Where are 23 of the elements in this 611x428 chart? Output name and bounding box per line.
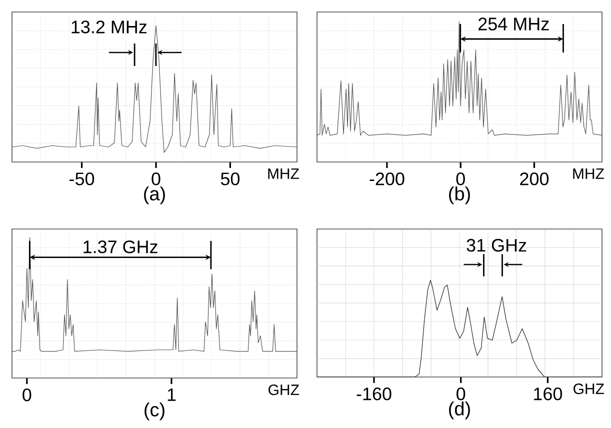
annotation: 1.37 GHz	[84, 240, 158, 254]
x-tick-label: 0	[152, 172, 160, 186]
x-tick-label: 0	[456, 172, 465, 186]
x-axis-title: MHZ	[573, 168, 604, 179]
text: (b)	[449, 186, 470, 204]
x-tick-label: 0	[22, 388, 32, 402]
x-tick-label: 160	[534, 388, 562, 400]
text: (a)	[144, 186, 165, 204]
x-tick-label: -200	[370, 172, 404, 186]
x-tick-label: 1	[168, 388, 176, 401]
text: (c)	[144, 402, 164, 420]
x-tick-label: 200	[520, 172, 549, 186]
x-axis-title: GHZ	[574, 384, 604, 394]
text: (d)	[449, 402, 470, 420]
x-tick-label: -160	[356, 388, 392, 400]
x-tick-label: 0	[456, 388, 466, 400]
x-tick-label: 50	[220, 172, 240, 186]
annotation: 254 MHz	[478, 18, 549, 30]
x-axis-title: MHZ	[268, 168, 299, 179]
text: 31 GHz	[466, 238, 526, 252]
annotation: 13.2 MHz	[72, 20, 147, 34]
x-tick-label: -50	[70, 172, 94, 186]
x-axis-title: GHZ	[268, 384, 299, 396]
